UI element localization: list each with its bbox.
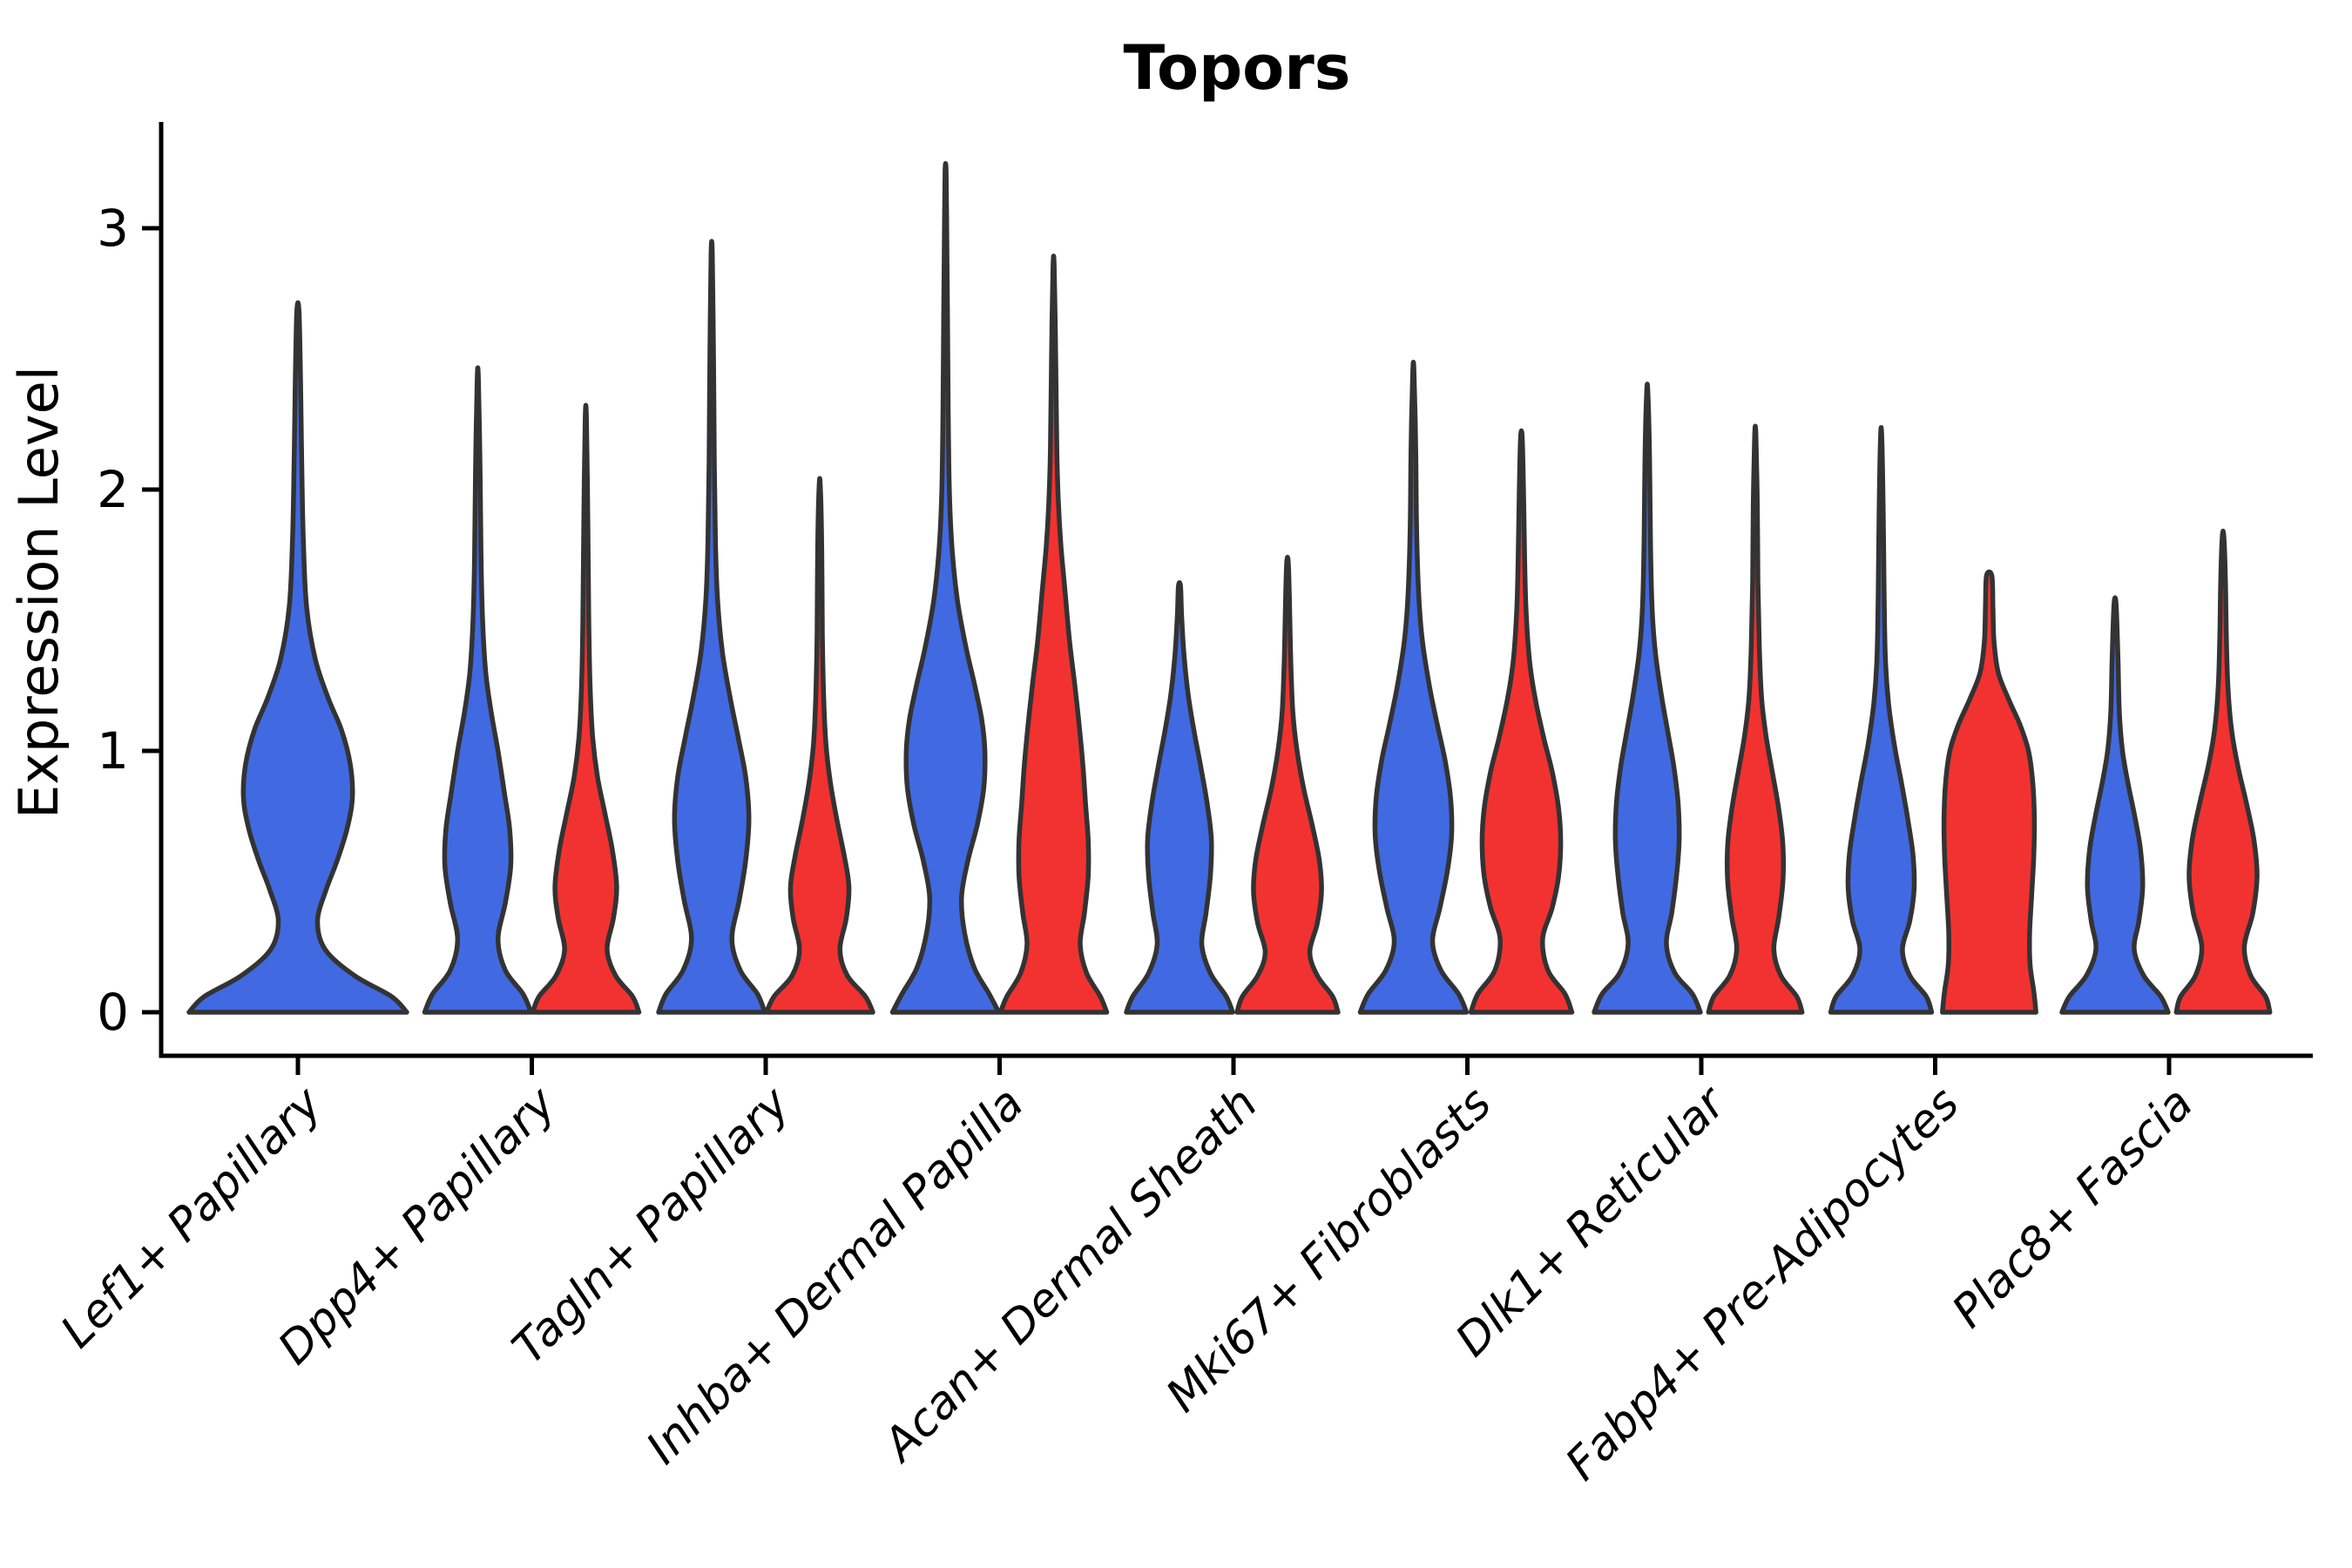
violin-fabp4-pre-adipocytes-red xyxy=(1940,569,2038,1015)
y-axis-label: Expression Level xyxy=(7,366,71,819)
violin-acan-dermal-sheath-red xyxy=(1234,554,1341,1015)
x-tick-label-acan-dermal-sheath: Acan+ Dermal Sheath xyxy=(872,1078,1267,1473)
violin-fabp4-pre-adipocytes-blue xyxy=(1828,425,1935,1015)
violin-plac8-fascia-blue xyxy=(2059,595,2171,1015)
violin-inhba-dermal-papilla-blue xyxy=(889,161,1002,1015)
violin-plac8-fascia-red xyxy=(2173,528,2273,1015)
x-tick-label-fabp4-pre-adipocytes: Fabp4+ Pre-Adipocytes xyxy=(1556,1078,1970,1491)
violin-lef1-papillary-blue xyxy=(186,300,409,1015)
y-tick-label: 2 xyxy=(97,460,129,519)
violin-mki67-fibroblasts-blue xyxy=(1357,360,1470,1015)
violin-acan-dermal-sheath-blue xyxy=(1124,580,1235,1015)
x-tick-label-inhba-dermal-papilla: Inhba+ Dermal Papilla xyxy=(637,1078,1034,1475)
y-tick-label: 0 xyxy=(97,983,129,1042)
violin-mki67-fibroblasts-red xyxy=(1468,428,1575,1015)
y-tick-label: 1 xyxy=(97,721,129,781)
violin-dlk1-reticular-red xyxy=(1706,423,1805,1015)
violin-tagln-papillary-blue xyxy=(656,239,767,1015)
violin-dpp4-papillary-red xyxy=(530,402,642,1015)
violins xyxy=(186,161,2273,1015)
violin-dpp4-papillary-blue xyxy=(422,365,534,1015)
chart-title: Topors xyxy=(1124,32,1351,104)
axis-spines xyxy=(159,122,2313,1058)
axes: 0 1 2 3 xyxy=(97,122,2313,1075)
violin-inhba-dermal-papilla-red xyxy=(997,253,1110,1015)
violin-dlk1-reticular-blue xyxy=(1592,382,1703,1015)
x-tick-label-plac8-fascia: Plac8+ Fascia xyxy=(1943,1078,2203,1338)
y-tick-label: 3 xyxy=(97,199,129,258)
violin-tagln-papillary-red xyxy=(764,476,875,1015)
